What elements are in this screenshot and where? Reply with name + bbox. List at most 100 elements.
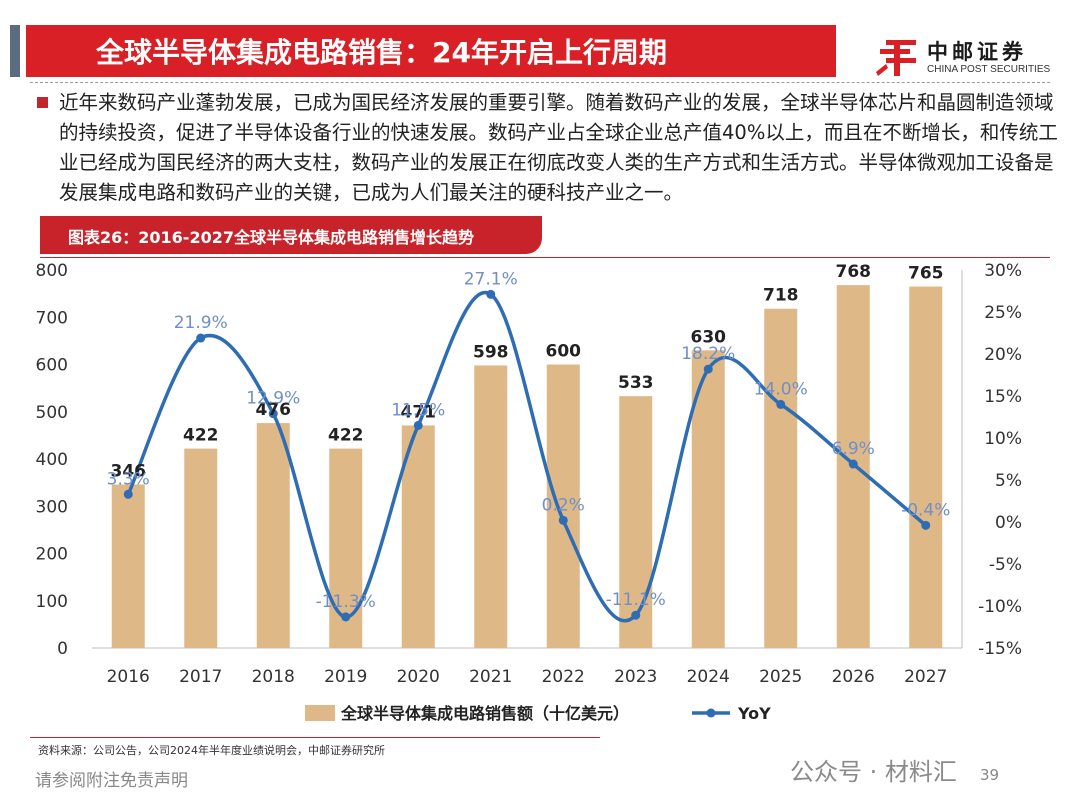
yoy-value-label: 21.9% [174, 313, 228, 333]
bar-2022 [546, 364, 580, 648]
y-right-tick-label: 15% [984, 387, 1022, 407]
bar-value-label: 718 [763, 286, 799, 306]
yoy-point-2026 [848, 459, 858, 469]
bar-value-label: 765 [908, 264, 944, 284]
bar-value-label: 630 [691, 327, 727, 347]
logo-english-text: CHINA POST SECURITIES [927, 64, 1051, 75]
yoy-point-2022 [558, 515, 568, 525]
y-left-tick-label: 0 [57, 639, 68, 659]
yoy-point-2020 [413, 420, 423, 430]
y-left-tick-label: 400 [36, 450, 68, 470]
logo-chinese-text: 中邮证券 [927, 40, 1027, 64]
figure-label: 图表26：2016-2027全球半导体集成电路销售增长趋势 [68, 228, 474, 247]
bar-value-label: 476 [256, 400, 292, 420]
yoy-value-label: 27.1% [464, 269, 518, 289]
title-accent-bar [10, 25, 20, 77]
yoy-line [126, 290, 927, 623]
bar-2027 [909, 286, 943, 648]
bullet-square-icon [37, 97, 48, 108]
y-left-tick-label: 300 [36, 497, 68, 517]
yoy-point-2017 [196, 333, 206, 343]
yoy-value-label: 6.9% [832, 439, 875, 459]
bar-value-label: 422 [183, 426, 219, 446]
bar-value-label: 422 [328, 426, 364, 446]
yoy-value-label: 11.5% [391, 400, 445, 420]
x-tick-label: 2024 [687, 667, 730, 687]
y-left-tick-label: 800 [36, 261, 68, 281]
y-right-tick-label: -15% [978, 639, 1022, 659]
wechat-watermark: 公众号 · 材料汇 [790, 758, 957, 786]
figure-label-banner [40, 216, 542, 254]
yoy-point-2023 [631, 610, 641, 620]
legend-line-marker [706, 708, 716, 718]
disclaimer-text: 请参阅附注免责声明 [35, 771, 188, 791]
y-right-tick-label: 25% [984, 303, 1022, 323]
legend-bar-label: 全球半导体集成电路销售额（十亿美元） [340, 704, 629, 723]
page-title: 全球半导体集成电路销售：24年开启上行周期 [96, 36, 667, 69]
yoy-point-2018 [268, 409, 278, 419]
legend-line-label: YoY [737, 704, 771, 723]
bar-2018 [256, 423, 290, 648]
yoy-point-2019 [341, 612, 351, 622]
bar-value-label: 533 [618, 373, 654, 393]
intro-paragraph: 近年来数码产业蓬勃发展，已成为国民经济发展的重要引擎。随着数码产业的发展，全球半… [59, 91, 1058, 204]
page-number: 39 [980, 766, 1000, 784]
y-right-tick-label: 20% [984, 345, 1022, 365]
bar-2025 [764, 308, 798, 648]
bar-value-label: 768 [836, 262, 872, 282]
yoy-value-label: 18.2% [681, 344, 735, 364]
y-left-tick-label: 700 [36, 308, 68, 328]
yoy-value-label: -11.1% [606, 590, 666, 610]
bar-value-label: 598 [473, 342, 509, 362]
bar-2021 [474, 365, 508, 648]
x-tick-label: 2018 [252, 667, 295, 687]
bar-2023 [619, 396, 653, 648]
y-right-tick-label: -5% [989, 555, 1022, 575]
x-tick-label: 2017 [179, 667, 222, 687]
source-note: 资料来源：公司公告，公司2024年半年度业绩说明会，中邮证券研究所 [38, 744, 385, 757]
yoy-point-2027 [921, 520, 931, 530]
x-tick-label: 2021 [469, 667, 512, 687]
y-right-tick-label: 0% [995, 513, 1022, 533]
yoy-point-2024 [703, 364, 713, 374]
x-tick-label: 2023 [614, 667, 657, 687]
bar-2017 [184, 448, 218, 648]
company-logo: 中邮证券 CHINA POST SECURITIES [872, 34, 1052, 80]
bar-2020 [401, 425, 435, 648]
y-left-tick-label: 500 [36, 403, 68, 423]
x-tick-label: 2020 [397, 667, 440, 687]
y-left-tick-label: 600 [36, 356, 68, 376]
y-left-tick-label: 100 [36, 592, 68, 612]
yoy-point-2016 [123, 489, 133, 499]
yoy-value-label: 3.3% [107, 469, 150, 489]
bar-2016 [111, 484, 145, 648]
yoy-value-label: -11.3% [316, 592, 376, 612]
yoy-value-label: 0.2% [542, 495, 585, 515]
bar-value-label: 600 [546, 342, 582, 362]
yoy-value-label: 12.9% [246, 389, 300, 409]
figure-label-underline [40, 257, 1050, 258]
yoy-value-label: 14.0% [754, 379, 808, 399]
source-divider [30, 737, 600, 738]
legend-bar-swatch [305, 705, 335, 721]
x-tick-label: 2019 [324, 667, 367, 687]
y-right-tick-label: -10% [978, 597, 1022, 617]
x-tick-label: 2016 [107, 667, 150, 687]
bar-value-label: 346 [111, 462, 147, 482]
y-right-tick-label: 10% [984, 429, 1022, 449]
yoy-point-2021 [486, 289, 496, 299]
x-tick-label: 2025 [759, 667, 802, 687]
y-left-tick-label: 200 [36, 545, 68, 565]
x-tick-label: 2027 [904, 667, 947, 687]
yoy-value-label: -0.4% [901, 500, 950, 520]
header-divider [30, 82, 1050, 83]
title-banner [26, 25, 836, 77]
y-right-tick-label: 30% [984, 261, 1022, 281]
x-tick-label: 2026 [832, 667, 875, 687]
yoy-point-2025 [776, 399, 786, 409]
china-post-logo-icon [876, 40, 916, 76]
bar-value-label: 471 [401, 402, 437, 422]
y-right-tick-label: 5% [995, 471, 1022, 491]
x-tick-label: 2022 [542, 667, 585, 687]
